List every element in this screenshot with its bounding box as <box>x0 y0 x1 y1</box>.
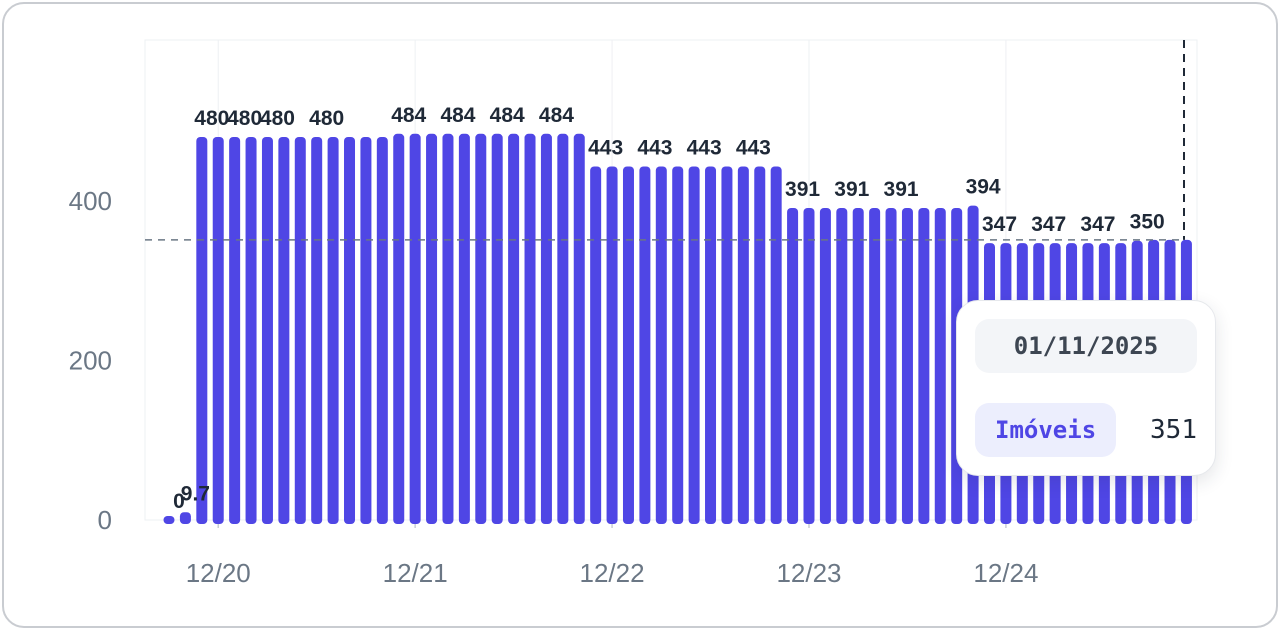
data-label: 480 <box>260 107 295 130</box>
bar <box>754 166 766 524</box>
bar <box>639 166 651 524</box>
bar <box>327 136 339 524</box>
bar <box>787 207 799 524</box>
data-label: 480 <box>309 107 344 130</box>
bar <box>196 136 208 524</box>
bar <box>590 166 602 524</box>
bar <box>245 136 257 524</box>
data-label: 0 <box>173 490 185 513</box>
bar <box>360 136 372 524</box>
bar <box>458 133 470 524</box>
data-label: 484 <box>539 104 574 127</box>
bar <box>721 166 733 524</box>
bar <box>803 207 815 524</box>
bar <box>573 133 585 524</box>
x-tick-label: 12/22 <box>580 558 645 588</box>
bar <box>869 207 881 524</box>
data-label: 480 <box>227 107 262 130</box>
chart-tooltip: 01/11/2025 Imóveis 351 <box>956 300 1216 476</box>
data-label: 484 <box>391 104 426 127</box>
bar <box>311 136 323 524</box>
bar <box>918 207 930 524</box>
bar <box>622 166 634 524</box>
y-tick-label: 400 <box>69 186 112 216</box>
bar <box>836 207 848 524</box>
data-label: 347 <box>1031 213 1066 236</box>
data-label: 391 <box>884 178 919 201</box>
data-label: 443 <box>687 136 722 159</box>
x-tick-label: 12/20 <box>186 558 251 588</box>
bar <box>688 166 700 524</box>
data-label: 9.7 <box>181 482 210 505</box>
tooltip-date: 01/11/2025 <box>975 319 1197 373</box>
bar <box>229 136 241 524</box>
bar <box>885 207 897 524</box>
data-label: 391 <box>834 178 869 201</box>
bar <box>901 207 913 524</box>
plot-frame <box>144 39 1198 521</box>
y-tick-label: 200 <box>69 345 112 375</box>
bar <box>819 207 831 524</box>
bar <box>557 133 569 524</box>
data-label: 443 <box>588 136 623 159</box>
bar <box>606 166 618 524</box>
bar <box>491 133 503 524</box>
tooltip-value: 351 <box>1150 415 1197 445</box>
bar <box>261 136 273 524</box>
x-tick-label: 12/21 <box>383 558 448 588</box>
data-label: 394 <box>966 176 1001 199</box>
bar <box>508 133 520 524</box>
bar <box>278 136 290 524</box>
bar <box>393 133 405 524</box>
bar <box>672 166 684 524</box>
bar <box>540 133 552 524</box>
data-label: 350 <box>1130 211 1165 234</box>
bar <box>376 136 388 524</box>
bar <box>344 136 356 524</box>
data-label: 484 <box>490 104 525 127</box>
bar <box>442 133 454 524</box>
data-label: 391 <box>785 178 820 201</box>
y-tick-label: 0 <box>98 505 112 535</box>
x-tick-label: 12/23 <box>776 558 841 588</box>
data-label: 484 <box>440 104 475 127</box>
bar <box>705 166 717 524</box>
bar <box>294 136 306 524</box>
data-label: 347 <box>1080 213 1115 236</box>
bar <box>737 166 749 524</box>
bar <box>524 133 536 524</box>
bar <box>655 166 667 524</box>
bar <box>409 133 421 524</box>
bar <box>934 207 946 524</box>
bar <box>852 207 864 524</box>
bar <box>475 133 487 524</box>
bar <box>770 166 782 524</box>
data-label: 443 <box>736 136 771 159</box>
bar <box>212 136 224 524</box>
data-label: 443 <box>637 136 672 159</box>
bar <box>163 516 175 524</box>
data-label: 480 <box>194 107 229 130</box>
bar <box>426 133 438 524</box>
tooltip-series-badge: Imóveis <box>975 403 1117 457</box>
x-tick-label: 12/24 <box>973 558 1038 588</box>
bar <box>179 512 191 524</box>
data-label: 347 <box>982 213 1017 236</box>
